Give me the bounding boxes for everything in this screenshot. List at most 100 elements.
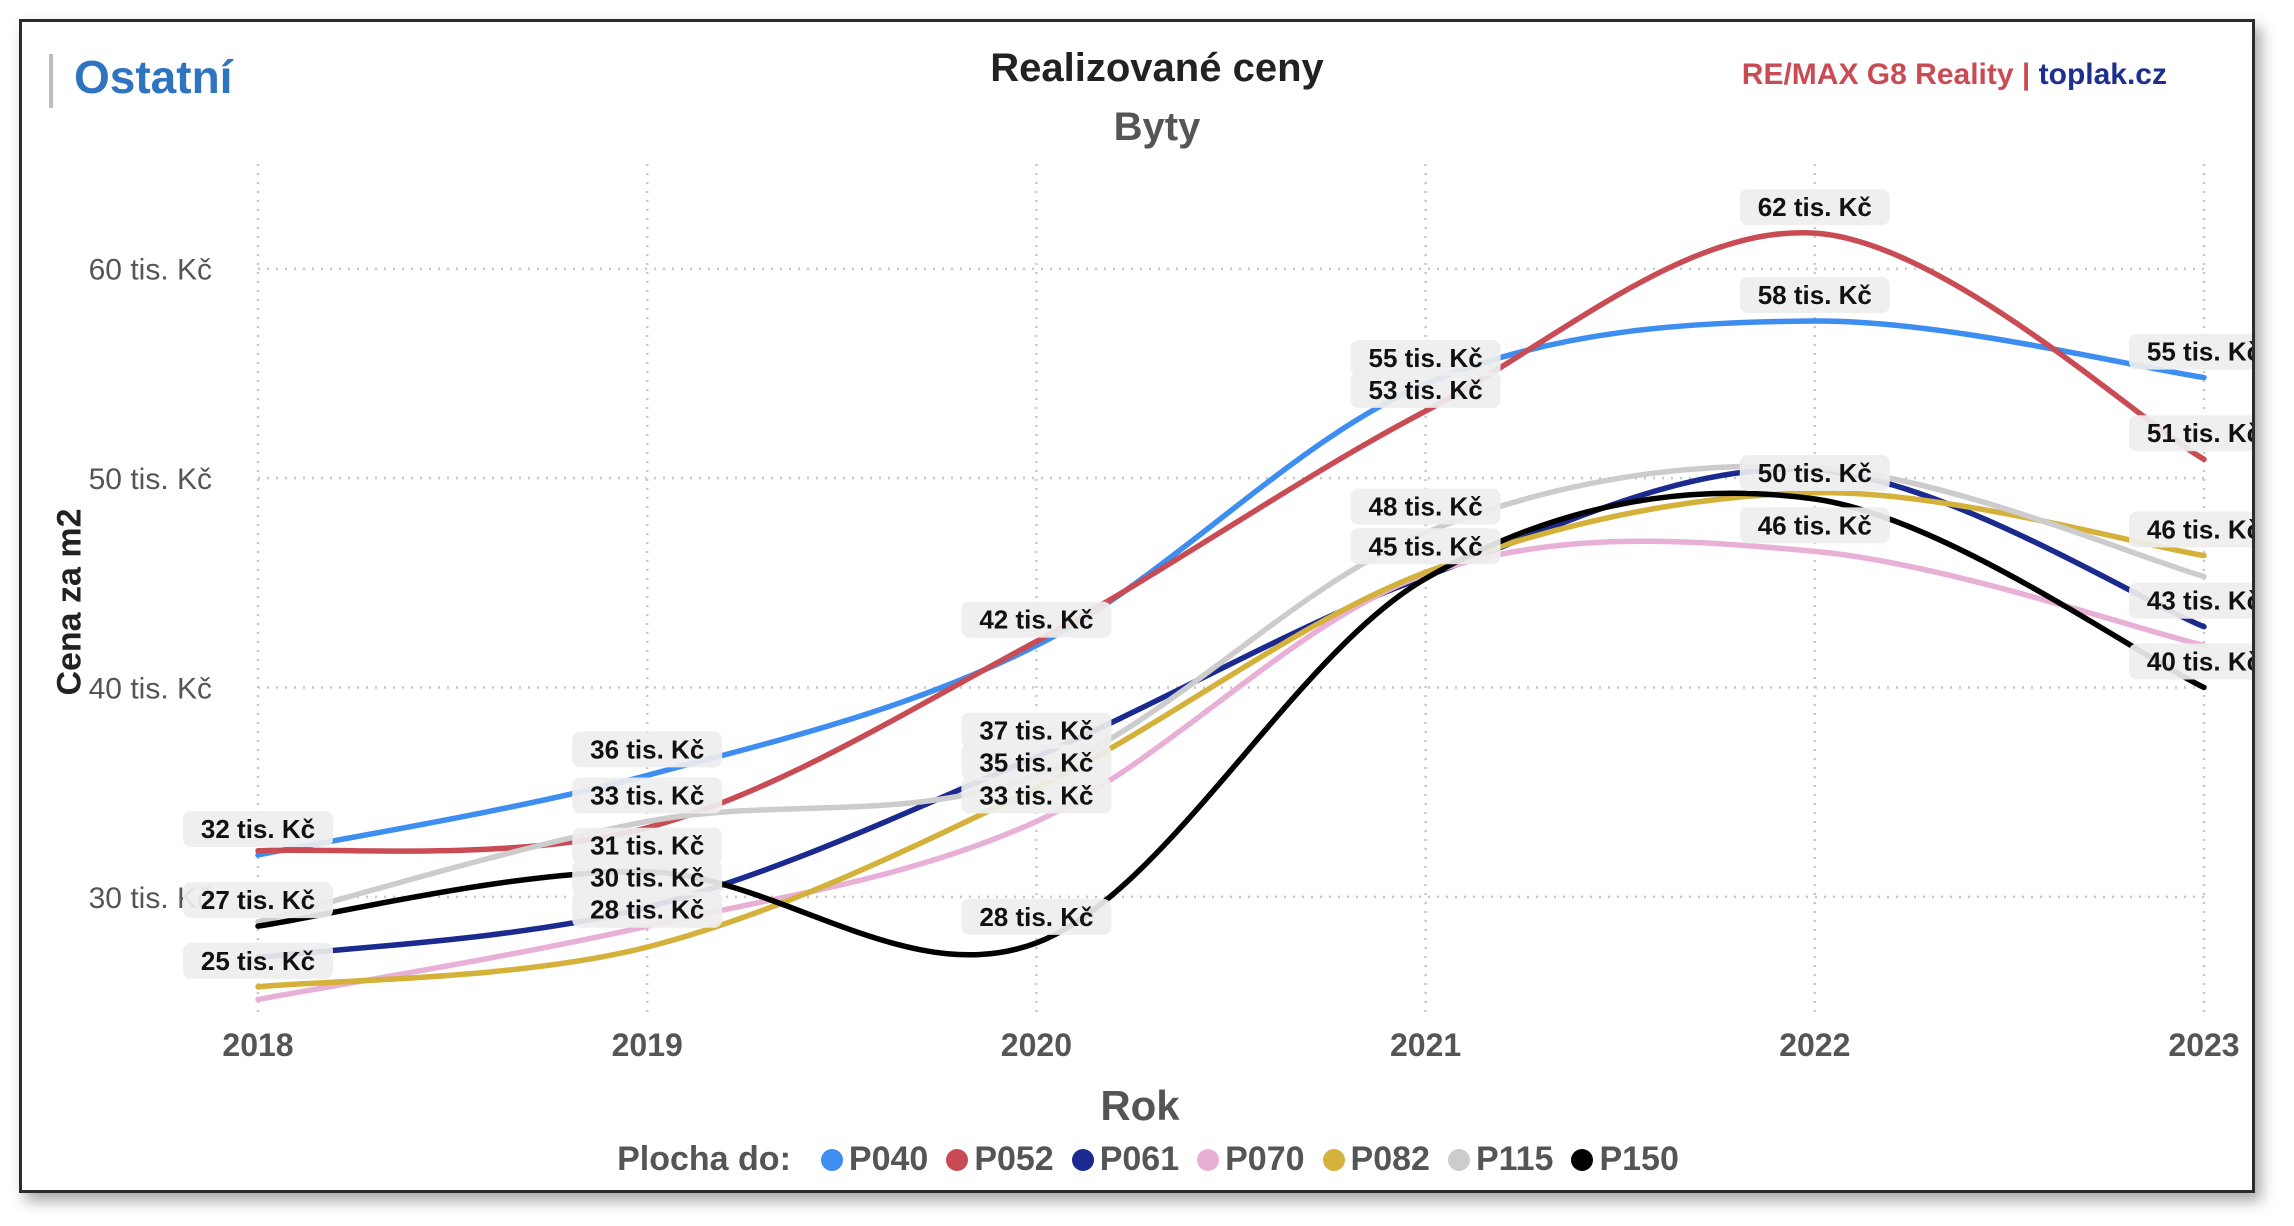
data-label: 35 tis. Kč bbox=[979, 748, 1093, 778]
legend-swatch bbox=[1197, 1148, 1220, 1171]
legend: Plocha do: P040 P052 P061 P070 P082 P115 P150 bbox=[22, 1140, 2292, 1179]
legend-item-p082[interactable]: P082 bbox=[1322, 1140, 1430, 1179]
data-label: 43 tis. Kč bbox=[2147, 586, 2252, 616]
data-label: 36 tis. Kč bbox=[590, 734, 704, 764]
legend-label: P150 bbox=[1599, 1140, 1679, 1178]
series-line-p070 bbox=[255, 538, 2207, 1003]
legend-label: P070 bbox=[1225, 1140, 1305, 1178]
data-label: 58 tis. Kč bbox=[1758, 280, 1872, 310]
data-label-bg bbox=[2129, 582, 2252, 619]
series-line-p082 bbox=[255, 489, 2207, 990]
data-label: 28 tis. Kč bbox=[590, 895, 704, 925]
legend-item-p150[interactable]: P150 bbox=[1571, 1140, 1679, 1179]
legend-swatch bbox=[1071, 1148, 1094, 1171]
x-tick-label: 2023 bbox=[2168, 1027, 2239, 1063]
data-label-bg bbox=[572, 859, 723, 896]
x-tick-label: 2022 bbox=[1779, 1027, 1850, 1063]
data-label: 53 tis. Kč bbox=[1369, 375, 1483, 405]
legend-item-p115[interactable]: P115 bbox=[1447, 1140, 1554, 1179]
legend-label: P040 bbox=[848, 1140, 929, 1178]
data-label-bg bbox=[2129, 415, 2252, 452]
y-tick-label: 60 tis. Kč bbox=[89, 254, 212, 287]
legend-item-p070[interactable]: P070 bbox=[1197, 1140, 1305, 1179]
line-chart: 30 tis. Kč 40 tis. Kč 50 tis. Kč 60 tis. Kč… bbox=[89, 164, 2252, 1063]
data-label-bg bbox=[961, 712, 1112, 749]
data-label-bg bbox=[2129, 333, 2252, 370]
y-axis-title: Cena za m2 bbox=[50, 508, 89, 696]
data-label-bg bbox=[572, 891, 723, 928]
data-label: 33 tis. Kč bbox=[590, 780, 704, 810]
legend-swatch bbox=[1447, 1148, 1470, 1171]
y-tick-label: 50 tis. Kč bbox=[89, 463, 212, 496]
data-label: 30 tis. Kč bbox=[590, 863, 704, 893]
chart-subtitle: Byty bbox=[1113, 105, 1201, 149]
x-tick-label: 2021 bbox=[1390, 1027, 1461, 1063]
data-label: 50 tis. Kč bbox=[1758, 458, 1872, 488]
chart-frame: 30 tis. Kč 40 tis. Kč 50 tis. Kč 60 tis. Kč… bbox=[19, 19, 2255, 1193]
brand-accent-bar bbox=[49, 54, 53, 108]
x-tick-label: 2018 bbox=[222, 1027, 293, 1063]
data-label: 32 tis. Kč bbox=[201, 814, 315, 844]
data-label-bg bbox=[961, 744, 1112, 781]
legend-item-p040[interactable]: P040 bbox=[820, 1140, 929, 1179]
data-label-bg bbox=[2129, 511, 2252, 548]
x-axis-title: Rok bbox=[1100, 1082, 1180, 1129]
y-tick-label: 40 tis. Kč bbox=[89, 672, 212, 705]
data-label-bg bbox=[961, 601, 1112, 638]
data-label: 31 tis. Kč bbox=[590, 831, 704, 861]
x-tick-label: 2019 bbox=[612, 1027, 683, 1063]
data-label-bg bbox=[1350, 339, 1501, 376]
data-label-bg bbox=[1739, 507, 1890, 544]
data-label-bg bbox=[1350, 371, 1501, 408]
legend-swatch bbox=[946, 1148, 969, 1171]
data-label: 45 tis. Kč bbox=[1369, 531, 1483, 561]
data-label: 28 tis. Kč bbox=[979, 902, 1093, 932]
data-label-bg bbox=[183, 882, 333, 919]
data-label-bg bbox=[183, 810, 333, 847]
data-label-bg bbox=[1739, 189, 1890, 226]
data-label: 25 tis. Kč bbox=[201, 946, 315, 976]
data-label-bg bbox=[183, 942, 333, 979]
brand-title: Ostatní bbox=[74, 51, 233, 103]
data-label: 48 tis. Kč bbox=[1369, 492, 1483, 522]
legend-label: P082 bbox=[1350, 1140, 1430, 1178]
data-label-bg bbox=[1350, 488, 1501, 525]
legend-label: P061 bbox=[1099, 1140, 1180, 1178]
legend-label: P052 bbox=[974, 1140, 1054, 1178]
data-label: 46 tis. Kč bbox=[2147, 515, 2252, 545]
legend-swatch bbox=[1322, 1148, 1345, 1171]
data-label-bg bbox=[961, 898, 1112, 935]
data-label-bg bbox=[2129, 643, 2252, 680]
x-tick-label: 2020 bbox=[1001, 1027, 1072, 1063]
credit-separator: | bbox=[2013, 58, 2039, 91]
data-label-bg bbox=[572, 731, 723, 768]
data-label-bg bbox=[1350, 528, 1501, 565]
legend-item-p061[interactable]: P061 bbox=[1071, 1140, 1180, 1179]
legend-item-p052[interactable]: P052 bbox=[946, 1140, 1054, 1179]
legend-title: Plocha do: bbox=[617, 1140, 791, 1178]
data-label: 42 tis. Kč bbox=[979, 605, 1093, 635]
series-line-p150 bbox=[255, 490, 2207, 958]
legend-label: P115 bbox=[1475, 1140, 1554, 1178]
legend-items: P040 P052 P061 P070 P082 P115 P150 bbox=[820, 1140, 1697, 1179]
series-line-p040 bbox=[255, 318, 2207, 858]
data-label: 62 tis. Kč bbox=[1758, 192, 1872, 222]
legend-swatch bbox=[1571, 1148, 1594, 1171]
credit-site-link[interactable]: toplak.cz bbox=[2038, 58, 2167, 91]
data-label: 37 tis. Kč bbox=[979, 716, 1093, 746]
credit-remax: RE/MAX G8 Reality bbox=[1741, 58, 2014, 91]
credit-text[interactable]: RE/MAX G8 Reality | toplak.cz bbox=[1742, 58, 2167, 92]
data-label: 55 tis. Kč bbox=[1369, 343, 1483, 373]
data-label-bg bbox=[1739, 455, 1890, 492]
data-label: 40 tis. Kč bbox=[2147, 646, 2252, 676]
legend-swatch bbox=[820, 1148, 843, 1171]
data-label-bg bbox=[572, 827, 723, 864]
data-label: 33 tis. Kč bbox=[979, 780, 1093, 810]
data-label-bg bbox=[961, 777, 1112, 814]
data-label-bg bbox=[1739, 277, 1890, 314]
data-label: 55 tis. Kč bbox=[2147, 337, 2252, 367]
data-label: 51 tis. Kč bbox=[2147, 418, 2252, 448]
data-label: 46 tis. Kč bbox=[1758, 510, 1872, 540]
data-label-bg bbox=[572, 777, 723, 814]
chart-title: Realizované ceny bbox=[990, 46, 1324, 90]
